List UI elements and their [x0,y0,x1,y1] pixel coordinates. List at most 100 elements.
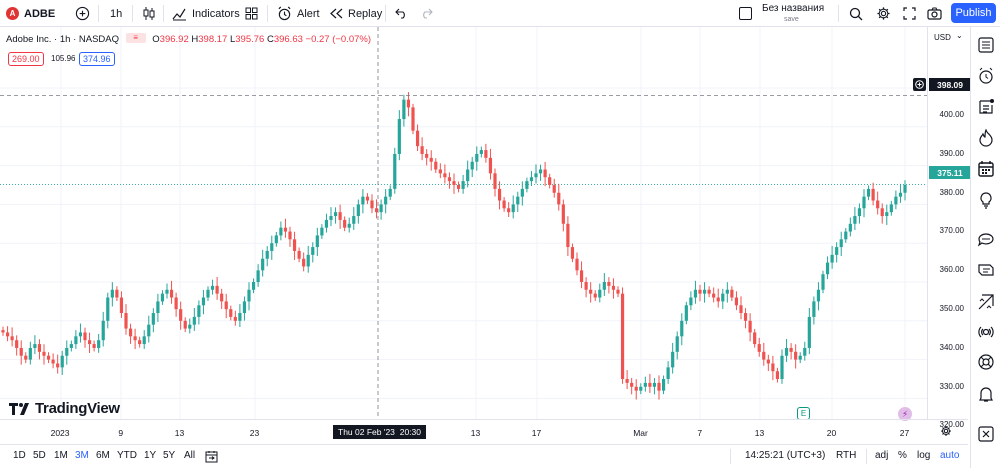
adj-toggle[interactable]: adj [875,450,889,461]
range-button-1m[interactable]: 1M [54,450,68,461]
help-icon[interactable] [977,353,995,371]
log-toggle[interactable]: log [917,450,931,461]
candle-body [78,332,83,337]
chat-icon[interactable] [977,230,995,248]
watchlist-icon[interactable] [977,36,995,54]
percent-toggle[interactable]: % [898,450,907,461]
candle-body [374,208,379,213]
candle-body [201,297,206,306]
notifications-icon[interactable] [977,385,995,403]
candle-body [92,344,96,348]
candle-body [739,305,743,314]
symbol-search[interactable]: A ADBE [6,0,55,27]
range-button-3m[interactable]: 3M [75,450,89,461]
candle-body [643,382,647,387]
session-label[interactable]: RTH [836,450,857,461]
right-sidebar [970,27,1000,468]
range-button-all[interactable]: All [184,450,196,461]
price-tick-label: 390.00 [939,148,964,158]
screener-icon[interactable] [977,293,995,311]
range-button-1d[interactable]: 1D [13,450,26,461]
candle-body [466,169,470,182]
candle-body [766,359,770,364]
range-button-5y[interactable]: 5Y [163,450,176,461]
calendar-icon[interactable] [977,160,995,178]
candle-body [885,212,889,217]
price-chart[interactable] [0,27,927,419]
alert-label: Alert [297,7,320,20]
layout-checkbox[interactable] [739,0,752,27]
last-price-value: 375.11 [937,167,963,178]
candle-body [889,204,893,213]
search-button[interactable] [849,0,863,27]
time-scale[interactable]: 2023 9 13 23 13 17 Mar 7 13 20 27 Thu 02 Feb '23 2… [0,419,968,444]
candle-body [684,305,688,321]
price-tick-label: 370.00 [939,226,964,236]
redo-button[interactable] [420,0,433,27]
clock-label[interactable]: 14:25:21 (UTC+3) [745,450,826,461]
auto-toggle[interactable]: auto [940,450,960,461]
last-price-label: 375.11 [929,166,971,179]
candle-body [689,297,693,306]
split-marker[interactable]: ⚡ [898,407,912,421]
range-button-6m[interactable]: 6M [96,450,110,461]
candle-body [871,188,875,201]
alert-button[interactable]: Alert [277,0,320,27]
replay-button[interactable]: Replay [330,0,382,27]
expand-panel-icon[interactable] [977,425,995,443]
candle-body [589,289,593,294]
bid-price-button[interactable]: 269.00 [8,52,44,66]
candle-body [876,200,880,209]
candle-body [210,285,215,290]
chart-type-button[interactable] [142,0,156,27]
data-window-icon[interactable] [977,98,995,116]
price-scale[interactable]: USD ⌄ 400.00 390.00 380.00 370.00 360.00 350.… [927,27,971,429]
signals-icon[interactable] [977,323,995,341]
layout-name[interactable]: Без названия save [762,4,832,24]
candle-body [803,347,807,356]
candle-body [493,173,497,189]
compare-symbol-button[interactable] [75,0,90,27]
indicators-button[interactable]: Indicators [172,0,240,27]
candle-body [147,324,151,337]
candle-body [903,185,907,193]
camera-icon [927,7,942,20]
hotlists-icon[interactable] [977,129,995,147]
snapshot-button[interactable] [927,0,942,27]
range-button-5d[interactable]: 5D [33,450,46,461]
settings-button[interactable] [876,0,891,27]
candle-body [461,181,465,189]
candle-body [470,161,474,170]
replay-icon [330,8,343,19]
time-tick-label: 23 [249,428,260,438]
date-range-button[interactable] [205,450,218,466]
range-button-1y[interactable]: 1Y [144,450,157,461]
ideas-icon[interactable] [977,191,995,209]
checkbox-icon [739,7,752,20]
candle-body [675,336,679,352]
legend-eye-toggle[interactable]: ≡ [125,33,146,44]
candle-body [283,227,288,232]
candle-body [693,289,698,298]
fullscreen-button[interactable] [903,0,916,27]
candle-body [333,212,338,217]
candle-body [620,293,625,379]
time-tick-label: 7 [697,428,703,438]
currency-label[interactable]: USD [934,33,951,42]
publish-button[interactable]: Publish [951,3,996,23]
ask-price-button[interactable]: 374.96 [79,52,115,66]
range-button-ytd[interactable]: YTD [117,450,137,461]
interval-button[interactable]: 1h [110,0,122,27]
templates-button[interactable] [245,0,258,27]
undo-button[interactable] [395,0,408,27]
add-price-line-button[interactable] [913,78,926,91]
candle-body [898,192,903,197]
alerts-icon[interactable] [977,67,995,85]
candle-body [138,340,142,345]
bid-price: 269.00 [12,54,40,64]
candle-body [534,173,538,178]
streams-icon[interactable] [977,261,995,279]
scale-settings-button[interactable] [940,425,952,440]
candle-body [320,227,324,236]
candle-body [74,336,78,345]
